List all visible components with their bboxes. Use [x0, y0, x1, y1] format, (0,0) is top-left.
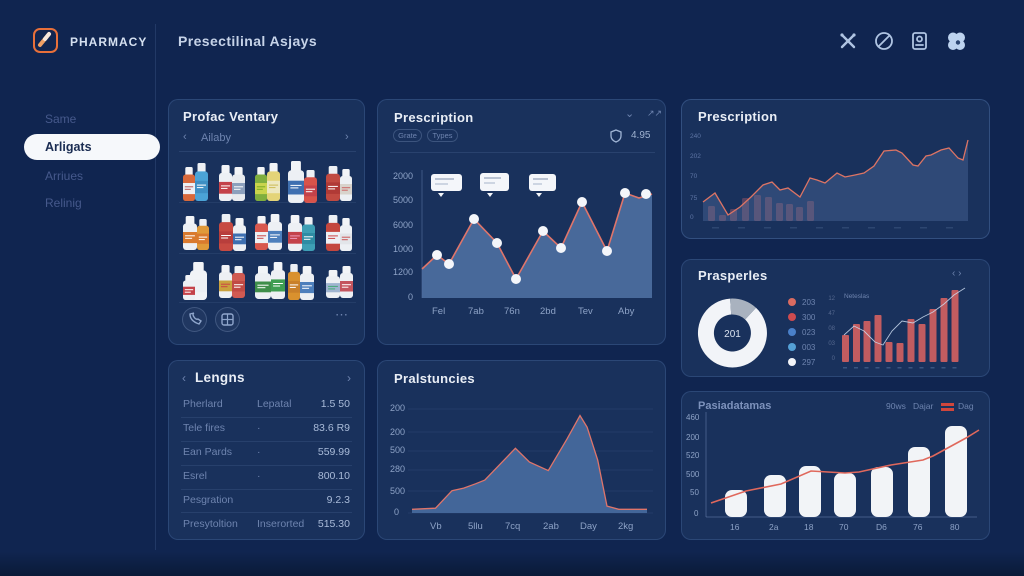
- svg-text:297: 297: [802, 358, 816, 367]
- svg-text:023: 023: [802, 328, 816, 337]
- svg-text:0: 0: [832, 356, 836, 362]
- svg-text:47: 47: [828, 311, 835, 317]
- svg-text:Neteslas: Neteslas: [844, 293, 870, 300]
- svg-text:003: 003: [802, 343, 816, 352]
- svg-text:03: 03: [828, 341, 835, 347]
- svg-text:203: 203: [802, 298, 816, 307]
- svg-text:201: 201: [724, 329, 741, 340]
- svg-text:300: 300: [802, 313, 816, 322]
- svg-text:12: 12: [828, 296, 835, 302]
- svg-text:08: 08: [828, 326, 835, 332]
